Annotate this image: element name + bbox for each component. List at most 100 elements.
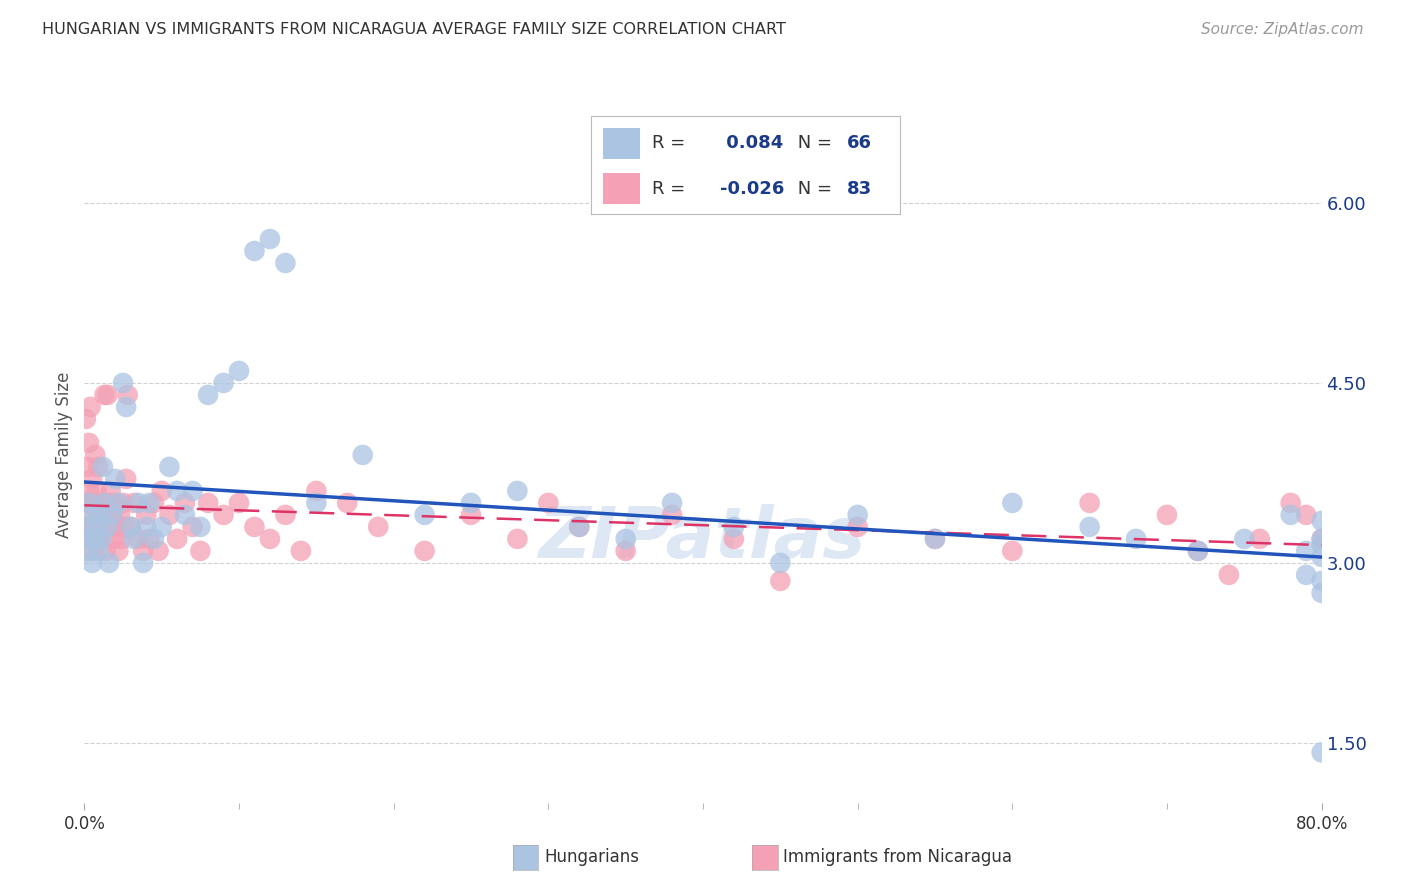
Point [86,520,108,534]
Point [924,532,946,546]
Point [1310,746,1333,760]
Point [93,388,115,402]
FancyBboxPatch shape [603,173,640,204]
Point [77,483,100,498]
Point [75,520,97,534]
Point [83,520,105,534]
Point [212,376,235,390]
Point [101,508,124,522]
FancyBboxPatch shape [603,128,640,159]
Point [115,472,138,486]
Point [150,520,173,534]
Point [90,532,112,546]
Point [460,496,482,510]
Text: N =: N = [792,179,838,197]
Point [1310,538,1333,552]
Point [181,520,204,534]
Text: R =: R = [652,179,692,197]
Y-axis label: Average Family Size: Average Family Size [55,372,73,538]
Point [506,483,529,498]
Point [104,496,127,510]
Point [166,532,188,546]
Point [352,448,374,462]
Point [132,544,155,558]
Point [661,508,683,522]
Point [75,412,97,426]
Point [274,508,297,522]
Point [1078,496,1101,510]
Point [93,496,115,510]
Point [97,520,120,534]
Point [135,508,157,522]
Point [77,436,100,450]
Point [122,496,145,510]
Point [305,496,328,510]
Point [413,544,436,558]
Point [188,544,212,558]
Point [769,556,792,570]
Text: R =: R = [652,135,692,153]
Point [166,483,188,498]
Point [89,532,111,546]
Point [98,556,121,570]
Point [460,508,482,522]
Point [112,496,135,510]
Point [413,508,436,522]
Point [83,496,105,510]
Point [76,459,98,474]
Point [128,496,150,510]
Point [1218,567,1240,582]
Point [94,544,117,558]
Point [243,520,266,534]
Point [150,483,173,498]
Point [1310,532,1333,546]
Text: N =: N = [792,135,838,153]
Text: Hungarians: Hungarians [544,848,640,866]
Point [114,520,136,534]
Point [148,544,170,558]
Point [101,508,124,522]
Point [76,520,98,534]
Point [305,483,328,498]
Point [259,232,281,246]
Point [614,532,637,546]
Point [86,532,108,546]
Point [82,556,104,570]
Text: HUNGARIAN VS IMMIGRANTS FROM NICARAGUA AVERAGE FAMILY SIZE CORRELATION CHART: HUNGARIAN VS IMMIGRANTS FROM NICARAGUA A… [42,22,786,37]
Point [98,496,121,510]
Point [197,388,219,402]
Point [90,508,112,522]
Point [723,520,745,534]
Point [143,532,166,546]
Point [103,532,125,546]
Point [91,459,114,474]
Point [77,496,100,510]
Point [243,244,266,258]
Point [120,520,142,534]
Text: Source: ZipAtlas.com: Source: ZipAtlas.com [1201,22,1364,37]
Text: Immigrants from Nicaragua: Immigrants from Nicaragua [783,848,1012,866]
Point [97,520,120,534]
Point [83,508,105,522]
Point [104,472,127,486]
Point [115,400,138,414]
Point [87,459,110,474]
Point [846,508,869,522]
Point [228,496,250,510]
Point [84,532,107,546]
Point [84,508,107,522]
Point [89,496,111,510]
Point [82,544,104,558]
Point [82,472,104,486]
Point [506,532,529,546]
Point [159,508,181,522]
Point [290,544,312,558]
Point [108,508,131,522]
Point [105,520,128,534]
Point [1001,544,1024,558]
Text: 0.084: 0.084 [720,135,783,153]
Point [132,556,155,570]
Point [1249,532,1271,546]
Point [1233,532,1256,546]
Point [107,544,129,558]
